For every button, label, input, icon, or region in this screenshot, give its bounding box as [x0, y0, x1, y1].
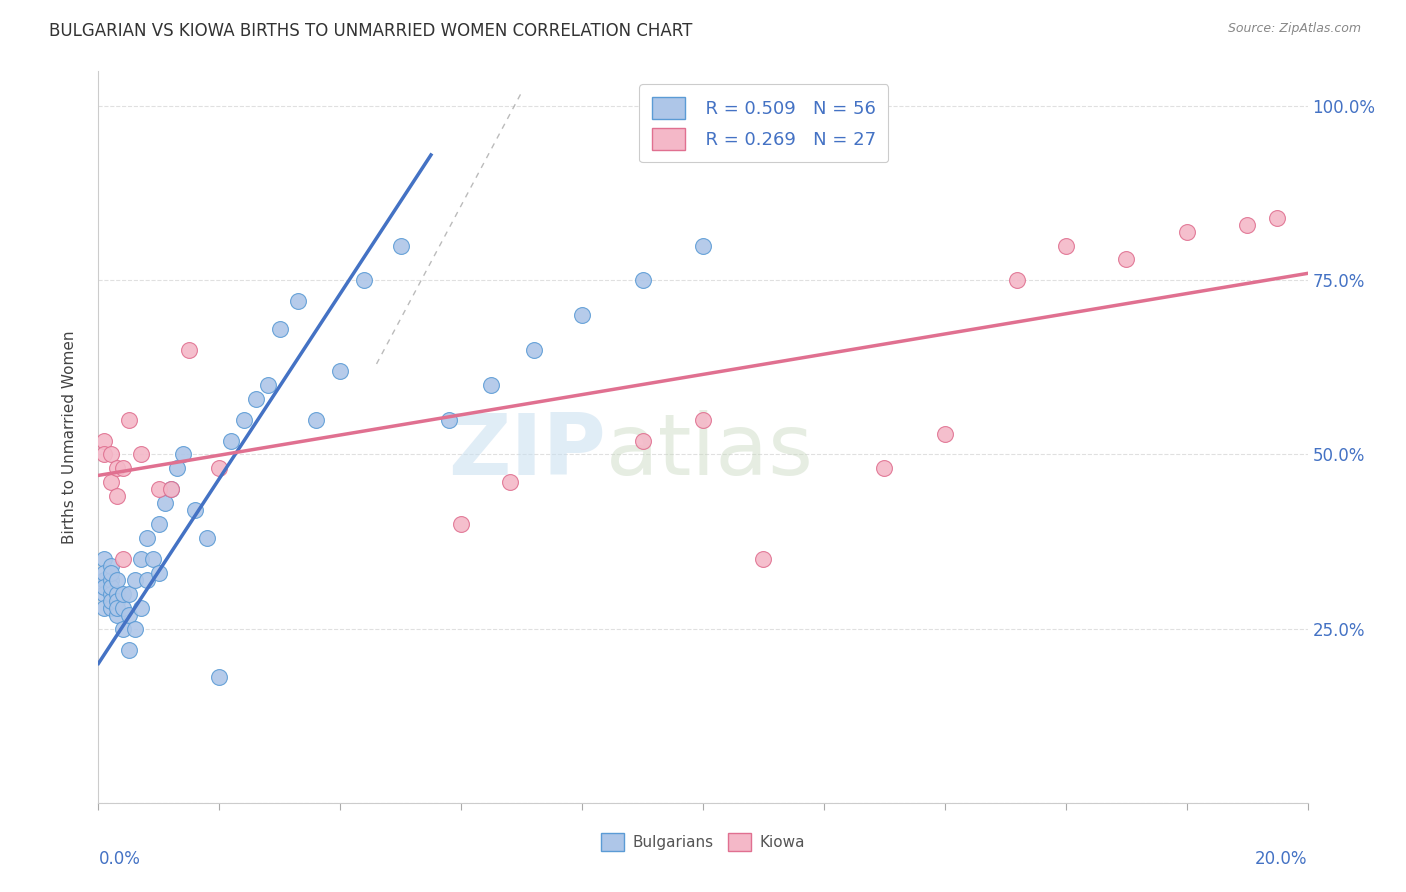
- Point: [118, 642, 141, 657]
- Point: [353, 273, 375, 287]
- Point: [305, 412, 328, 426]
- Point: [129, 448, 152, 462]
- Point: [118, 412, 141, 426]
- Point: [873, 461, 896, 475]
- Point: [100, 594, 122, 608]
- Point: [1007, 273, 1029, 287]
- Point: [232, 412, 254, 426]
- Point: [142, 552, 165, 566]
- Point: [1054, 238, 1077, 252]
- Text: ZIP: ZIP: [449, 410, 606, 493]
- Point: [160, 483, 183, 497]
- Y-axis label: Births to Unmarried Women: Births to Unmarried Women: [62, 330, 77, 544]
- Point: [111, 587, 134, 601]
- Point: [100, 587, 122, 601]
- Point: [105, 573, 128, 587]
- Point: [1236, 218, 1258, 232]
- Point: [118, 587, 141, 601]
- Point: [100, 580, 122, 594]
- Point: [631, 273, 654, 287]
- Point: [934, 426, 956, 441]
- Point: [389, 238, 412, 252]
- Point: [172, 448, 194, 462]
- Point: [93, 448, 115, 462]
- Point: [329, 364, 352, 378]
- Point: [1115, 252, 1137, 267]
- Point: [1267, 211, 1289, 225]
- Point: [100, 573, 122, 587]
- Point: [105, 607, 128, 622]
- Point: [631, 434, 654, 448]
- Point: [208, 461, 231, 475]
- Point: [93, 552, 115, 566]
- Point: [93, 566, 115, 580]
- Point: [124, 573, 146, 587]
- Point: [481, 377, 503, 392]
- Point: [105, 489, 128, 503]
- Point: [1175, 225, 1198, 239]
- Legend: Bulgarians, Kiowa: Bulgarians, Kiowa: [595, 827, 811, 857]
- Point: [692, 238, 714, 252]
- Point: [287, 294, 309, 309]
- Point: [111, 552, 134, 566]
- Point: [100, 448, 122, 462]
- Point: [450, 517, 472, 532]
- Point: [111, 622, 134, 636]
- Text: Source: ZipAtlas.com: Source: ZipAtlas.com: [1227, 22, 1361, 36]
- Point: [105, 461, 128, 475]
- Point: [692, 412, 714, 426]
- Point: [498, 475, 520, 490]
- Point: [124, 622, 146, 636]
- Point: [179, 343, 201, 357]
- Point: [256, 377, 278, 392]
- Point: [221, 434, 243, 448]
- Text: 20.0%: 20.0%: [1256, 850, 1308, 868]
- Point: [93, 434, 115, 448]
- Text: 0.0%: 0.0%: [98, 850, 141, 868]
- Point: [437, 412, 460, 426]
- Point: [118, 607, 141, 622]
- Point: [100, 600, 122, 615]
- Point: [148, 483, 170, 497]
- Point: [129, 552, 152, 566]
- Point: [93, 600, 115, 615]
- Point: [160, 483, 183, 497]
- Point: [571, 308, 593, 322]
- Point: [105, 594, 128, 608]
- Point: [105, 587, 128, 601]
- Point: [752, 552, 775, 566]
- Point: [166, 461, 188, 475]
- Point: [105, 600, 128, 615]
- Point: [100, 566, 122, 580]
- Point: [153, 496, 176, 510]
- Point: [93, 573, 115, 587]
- Point: [135, 531, 157, 545]
- Point: [245, 392, 267, 406]
- Point: [129, 600, 152, 615]
- Text: atlas: atlas: [606, 410, 814, 493]
- Point: [148, 517, 170, 532]
- Point: [111, 600, 134, 615]
- Point: [184, 503, 207, 517]
- Point: [195, 531, 218, 545]
- Point: [93, 587, 115, 601]
- Point: [523, 343, 546, 357]
- Point: [269, 322, 291, 336]
- Text: BULGARIAN VS KIOWA BIRTHS TO UNMARRIED WOMEN CORRELATION CHART: BULGARIAN VS KIOWA BIRTHS TO UNMARRIED W…: [49, 22, 693, 40]
- Point: [100, 475, 122, 490]
- Point: [208, 670, 231, 684]
- Point: [111, 461, 134, 475]
- Point: [135, 573, 157, 587]
- Point: [148, 566, 170, 580]
- Point: [93, 580, 115, 594]
- Point: [100, 558, 122, 573]
